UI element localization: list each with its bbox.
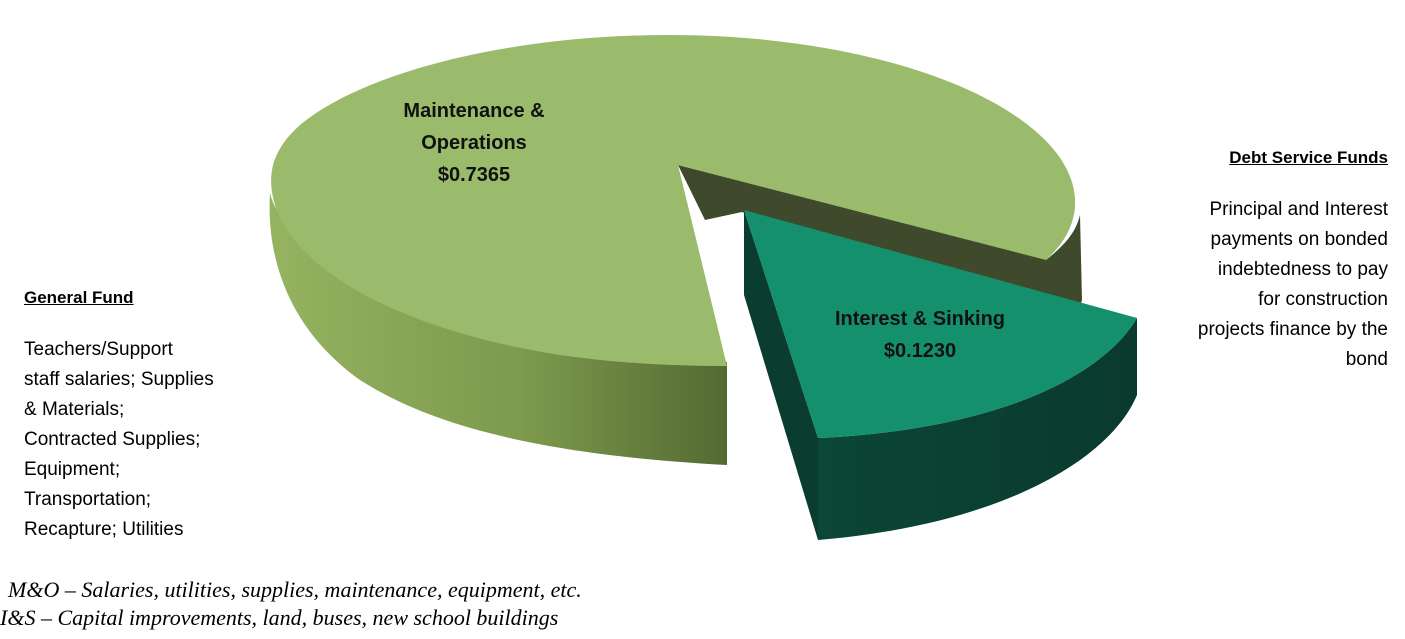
debt-service-title: Debt Service Funds [1229,148,1388,167]
debt-service-line: payments on bonded [1210,229,1388,250]
general-fund-line: Equipment; [24,459,121,480]
debt-service-line: Principal and Interest [1209,199,1389,220]
pie-slice-interest-sinking: Interest & Sinking $0.1230 [744,210,1137,540]
mo-label-value: $0.7365 [438,164,510,186]
general-fund-line: staff salaries; Supplies [24,369,214,390]
is-label-value: $0.1230 [884,340,956,362]
general-fund-title: General Fund [24,288,134,307]
general-fund-line: Transportation; [24,489,152,510]
pie-slice-maintenance-operations: Maintenance & Operations $0.7365 [269,35,1082,465]
footnote-is: I&S – Capital improvements, land, buses,… [0,605,559,630]
general-fund-line: Contracted Supplies; [24,429,201,450]
debt-service-line: bond [1345,349,1388,370]
is-label-line-1: Interest & Sinking [835,308,1005,330]
general-fund-line: Recapture; Utilities [24,519,184,540]
debt-service-line: projects finance by the [1197,319,1388,340]
debt-service-line: for construction [1258,289,1388,310]
mo-slice-top [271,35,1076,366]
general-fund-line: & Materials; [24,399,125,420]
footnote-mo: M&O – Salaries, utilities, supplies, mai… [8,577,582,602]
mo-label-line-2: Operations [421,132,527,154]
general-fund-line: Teachers/Support [24,339,173,360]
is-slice-top [744,210,1137,438]
debt-service-block: Debt Service Funds Principal and Interes… [1150,143,1388,375]
is-slice-side [818,318,1137,540]
debt-service-line: indebtedness to pay [1217,259,1388,280]
mo-label-line-1: Maintenance & [403,100,544,122]
is-slice-left-wall [744,210,818,540]
general-fund-block: General Fund Teachers/Support staff sala… [24,283,254,545]
